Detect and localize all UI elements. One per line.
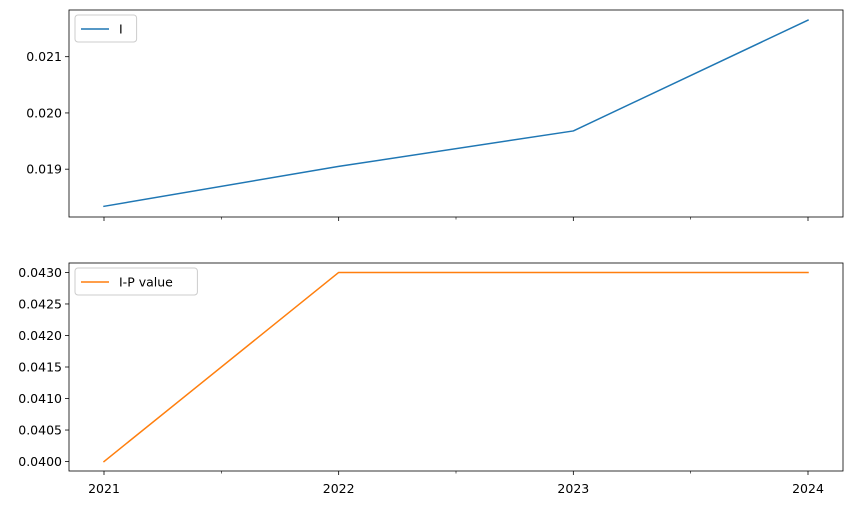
bottom-panel: 0.0400 0.0405 0.0410 0.0415 0.0420 0.0425 0.04… bbox=[18, 262, 844, 496]
y-tick-label: 0.0415 bbox=[18, 360, 62, 375]
y-tick-label: 0.021 bbox=[26, 49, 62, 64]
top-panel: 0.019 0.020 0.021 I bbox=[26, 9, 844, 221]
legend-label: I-P value bbox=[119, 275, 173, 290]
legend-label: I bbox=[119, 22, 123, 37]
series-line bbox=[103, 19, 809, 208]
axes-frame bbox=[68, 9, 844, 218]
x-tick-label: 2024 bbox=[792, 481, 824, 496]
y-tick-label: 0.0420 bbox=[18, 328, 62, 343]
y-tick-label: 0.0430 bbox=[18, 265, 62, 280]
y-tick-label: 0.0425 bbox=[18, 296, 62, 311]
x-tick-label: 2021 bbox=[88, 481, 120, 496]
y-tick-label: 0.0410 bbox=[18, 391, 62, 406]
x-tick-label: 2023 bbox=[557, 481, 589, 496]
y-tick-label: 0.019 bbox=[26, 162, 62, 177]
y-tick-label: 0.0400 bbox=[18, 454, 62, 469]
x-tick-label: 2022 bbox=[323, 481, 355, 496]
y-tick-label: 0.020 bbox=[26, 105, 62, 120]
series-line bbox=[102, 271, 809, 463]
y-tick-label: 0.0405 bbox=[18, 423, 62, 438]
legend-box bbox=[74, 267, 198, 296]
